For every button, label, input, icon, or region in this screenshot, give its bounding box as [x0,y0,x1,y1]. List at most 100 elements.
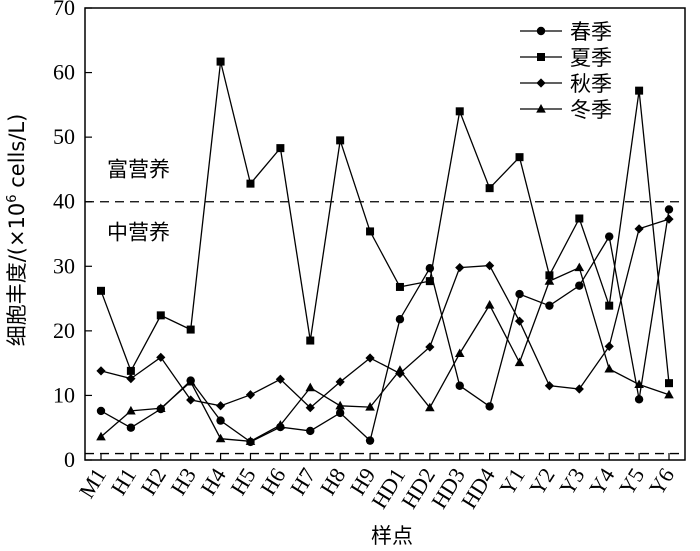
data-point-0-1 [126,423,136,432]
x-tick-label-16: Y3 [554,463,589,499]
reference-label-above-0: 富营养 [107,158,170,182]
data-point-0-8 [335,408,345,418]
data-point-0-18 [634,395,644,404]
data-point-1-3 [186,325,195,334]
data-point-3-11 [425,402,435,412]
data-point-1-17 [605,301,614,310]
data-point-1-15 [545,271,554,280]
data-point-3-18 [634,379,644,389]
data-point-1-8 [336,136,345,145]
series-line-0 [100,209,670,443]
x-tick-label-1: H1 [106,463,141,499]
data-point-1-7 [306,336,315,345]
data-point-3-2 [155,403,166,412]
data-point-2-5 [245,390,256,400]
data-point-1-2 [156,311,165,320]
legend-marker-0 [536,26,546,36]
series-line-2 [100,218,670,409]
data-point-2-2 [156,352,166,362]
data-point-0-9 [365,436,375,445]
data-point-0-19 [664,205,674,214]
y-tick-label-1: 10 [53,382,75,407]
data-point-1-4 [216,57,225,66]
y-axis-label-main: 细胞丰度/(×10 [5,203,29,347]
x-tick-label-3: H3 [165,463,200,499]
data-point-2-6 [275,374,285,384]
data-point-2-13 [485,261,495,271]
data-point-2-15 [544,381,555,391]
y-tick-label-2: 20 [53,318,75,343]
data-point-1-19 [665,379,673,388]
data-point-2-8 [335,377,345,387]
data-point-3-9 [365,402,375,411]
x-tick-label-0: M1 [74,463,111,502]
data-point-2-7 [305,403,315,413]
data-point-0-16 [575,281,584,290]
data-point-1-6 [276,144,285,153]
data-point-0-0 [96,406,106,416]
data-point-2-12 [455,262,465,273]
data-point-2-17 [604,341,614,351]
data-point-2-4 [215,401,226,411]
y-axis-label-unit: cells/L) [5,114,29,195]
legend-marker-2 [536,78,546,88]
data-point-0-12 [455,381,464,390]
y-tick-label-7: 70 [53,0,75,20]
y-axis-label-superscript: 6 [5,194,20,202]
data-point-3-15 [544,276,555,285]
data-point-0-15 [545,301,554,310]
series-3 [96,262,674,445]
data-point-0-14 [515,289,524,299]
data-point-3-16 [574,262,585,272]
x-tick-label-6: H6 [255,463,290,499]
series-2 [96,214,674,413]
data-point-3-13 [484,300,495,309]
data-point-3-0 [96,431,106,441]
data-point-3-8 [335,400,345,410]
data-point-1-1 [126,366,135,375]
data-point-1-5 [246,179,255,188]
data-point-3-10 [395,365,405,374]
data-point-3-19 [664,389,674,399]
data-point-2-16 [574,384,584,394]
data-point-1-11 [425,277,434,286]
data-point-0-13 [485,402,494,411]
data-point-3-6 [275,420,286,429]
x-tick-label-2: H2 [136,463,171,499]
y-tick-label-3: 30 [53,253,75,278]
data-point-3-12 [454,348,465,358]
legend-label-1: 夏季 [570,46,612,70]
data-point-3-4 [215,433,226,443]
data-point-0-7 [306,426,315,436]
data-point-0-4 [216,416,225,425]
x-tick-label-7: H7 [285,463,320,499]
legend-label-3: 冬季 [570,98,612,122]
data-point-2-11 [425,342,435,352]
data-point-1-12 [455,107,464,116]
data-point-3-7 [305,382,316,392]
data-point-2-14 [514,316,525,326]
legend-marker-1 [537,53,545,61]
y-tick-label-0: 0 [64,447,75,472]
data-point-1-0 [97,286,105,295]
series-line-1 [100,61,670,384]
y-tick-label-4: 40 [53,189,75,214]
y-tick-label-5: 50 [53,124,75,149]
data-point-1-16 [575,214,584,223]
data-point-1-18 [635,86,644,95]
x-tick-label-14: Y1 [494,463,529,499]
x-tick-label-17: Y4 [584,463,619,499]
data-point-1-10 [395,282,404,291]
x-tick-label-13: HD4 [456,463,500,513]
legend-label-2: 秋季 [570,72,612,96]
plot-frame [84,7,686,461]
series-line-3 [100,266,670,442]
x-axis-label: 样点 [371,524,413,548]
series-1 [97,57,673,388]
x-tick-label-5: H5 [225,463,260,499]
data-point-3-17 [604,363,615,373]
y-axis-label: 细胞丰度/(×106 cells/L) [5,114,29,347]
data-point-3-5 [245,436,256,445]
